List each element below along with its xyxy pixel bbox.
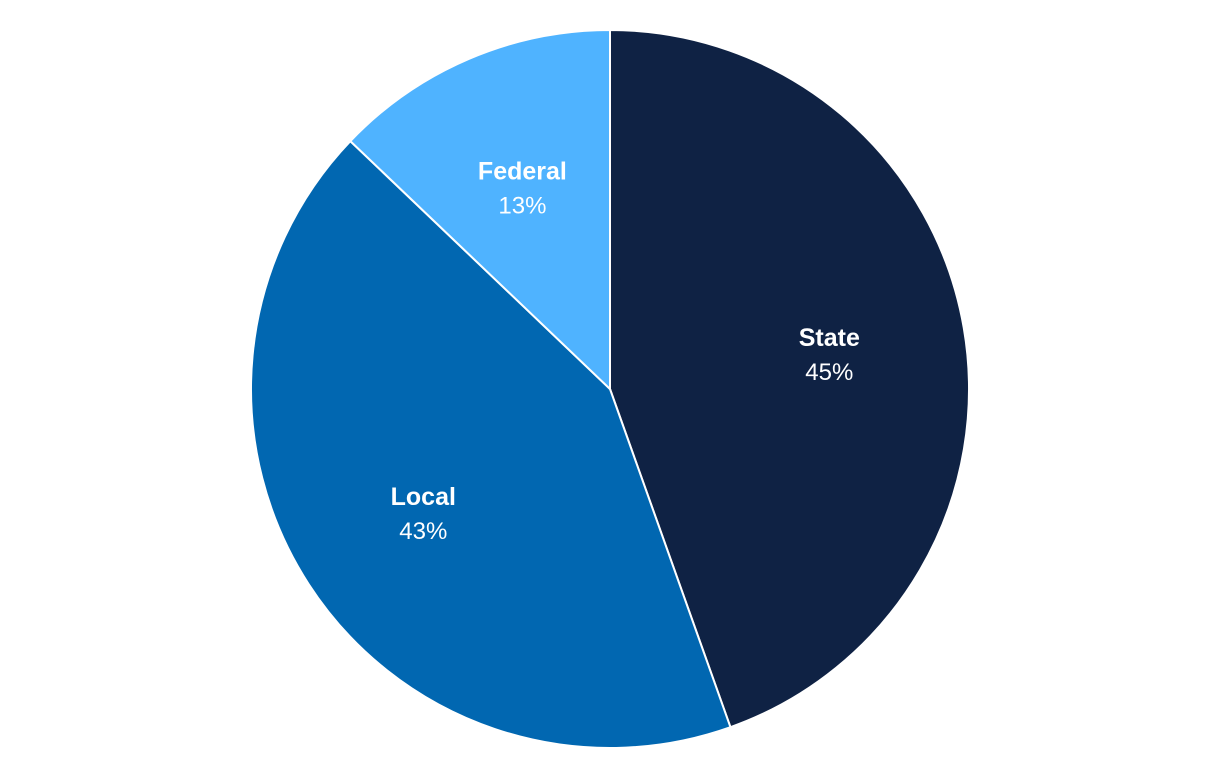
slice-label-state: State [799, 324, 860, 352]
pie-slice-local [250, 140, 732, 749]
pie-labels: State 45% Local 43% Federal 13% [391, 157, 860, 545]
pie-slices [250, 29, 970, 749]
slice-value-local: 43% [399, 518, 447, 545]
pie-slice-state [609, 29, 970, 729]
slice-value-federal: 13% [498, 192, 546, 219]
slice-value-state: 45% [805, 359, 853, 386]
slice-label-local: Local [391, 483, 456, 511]
pie-slice-federal [349, 29, 611, 390]
slice-label-federal: Federal [478, 157, 567, 185]
